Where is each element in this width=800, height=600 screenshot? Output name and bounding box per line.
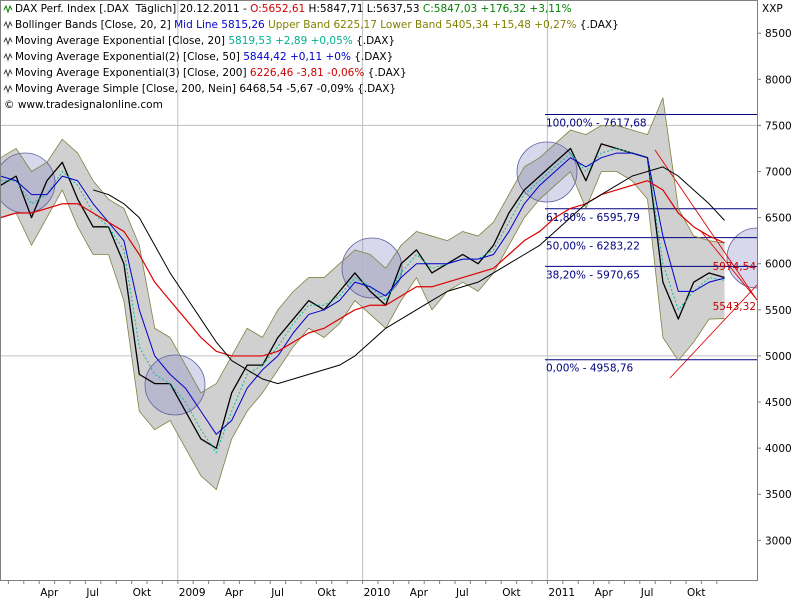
fib-label: 100,00% - 7617,68 [546,118,647,130]
fib-label: 0,00% - 4958,76 [546,363,634,375]
y-tick-label: 4500 [765,397,792,409]
header-segment: Moving Average Exponential [Close, 20] [15,35,228,47]
y-tick-label: 7500 [765,120,792,132]
x-tick-label: Apr [40,587,59,599]
x-tick-label: Jul [85,587,99,599]
fib-label: 50,00% - 6283,22 [546,241,640,253]
header-icon [3,84,13,94]
x-tick-label: Apr [225,587,244,599]
header-icon [3,36,13,46]
header-segment: 5819,53 +2,89 +0,05% [228,35,352,47]
x-tick-label: Okt [317,587,335,599]
series-line [92,166,725,385]
x-tick-label: 2009 [179,587,206,599]
header-segment: {.DAX} [353,35,395,47]
header-segment: Moving Average Simple [Close, 200, Nein] [15,83,239,95]
y-tick-label: 8500 [765,28,792,40]
series-line [0,152,725,435]
header-segment: Moving Average Exponential(2) [Close, 50… [15,51,243,63]
x-tick-label: Okt [502,587,520,599]
annotation-label: 5974,54 [713,261,757,273]
x-tick-label: Jul [455,587,469,599]
highlight-circle [341,237,403,299]
header-segment: C:5847,03 +176,32 +3,11% [423,3,572,15]
plot-frame [0,0,758,581]
header-segment: {.DAX} [364,67,406,79]
y-tick-label: 6500 [765,213,792,225]
x-tick-label: Apr [595,587,614,599]
header-icon [3,52,13,62]
x-tick-label: 2010 [364,587,391,599]
trend-line [654,149,757,301]
header-icon [3,68,13,78]
highlight-circle [144,354,206,416]
x-tick-label: Apr [410,587,429,599]
y-tick-label: 3500 [765,489,792,501]
series-line [0,180,725,357]
fib-label: 61,80% - 6595,79 [546,212,640,224]
header-segment: Moving Average Exponential(3) [Close, 20… [15,67,250,79]
y-tick-label: 5000 [765,351,792,363]
header-segment: {.DAX} [354,83,396,95]
x-tick-label: Okt [687,587,705,599]
header-segment: O:5652,61 [250,3,305,15]
header-segment: © www.tradesignalonline.com [4,99,163,111]
header-icon [3,20,13,30]
y-tick-label: 7000 [765,167,792,179]
series-line [0,147,725,454]
x-tick-label: Jul [640,587,654,599]
unit-label: XXP [762,3,783,15]
trend-line [699,229,757,301]
header-line: Moving Average Exponential [Close, 20] 5… [15,35,395,47]
header-segment: 5844,42 +0,11 +0% [243,51,351,63]
header-segment: 6468,54 -5,67 -0,09% [239,83,353,95]
header-segment: {.DAX} [351,51,393,63]
header-line: Bollinger Bands [Close, 20, 2] Mid Line … [15,19,619,31]
header-segment: Bollinger Bands [Close, 20, 2] [15,19,174,31]
header-segment: 6226,46 -3,81 -0,06% [250,67,364,79]
series-line [0,97,725,394]
x-tick-label: Okt [133,587,151,599]
y-tick-label: 5500 [765,305,792,317]
header-icon [3,4,13,14]
header-segment: H:5847,71 L:5637,53 [305,3,423,15]
y-tick-label: 3000 [765,535,792,547]
header-segment: DAX Perf. Index [.DAX Täglich] 20.12.201… [15,3,250,15]
header-segment: Upper Band 6225,17 Lower Band 5405,34 +1… [265,19,577,31]
annotation-label: 5543,32 [713,301,756,313]
fib-label: 38,20% - 5970,65 [546,269,640,281]
highlight-circle [516,141,578,203]
y-tick-label: 8000 [765,74,792,86]
plot-area: 100,00% - 7617,68 61,80% - 6595,79 50,00% … [0,0,757,580]
header-segment: {.DAX} [576,19,618,31]
header-line: DAX Perf. Index [.DAX Täglich] 20.12.201… [15,3,572,15]
header-line: © www.tradesignalonline.com [4,99,163,111]
header-line: Moving Average Exponential(2) [Close, 50… [15,51,393,63]
x-tick-label: 2011 [548,587,575,599]
header-segment: Mid Line 5815,26 [174,19,265,31]
trend-line [669,284,757,379]
x-tick-label: Jul [270,587,284,599]
y-tick-label: 4000 [765,443,792,455]
header-line: Moving Average Exponential(3) [Close, 20… [15,67,407,79]
y-tick-label: 6000 [765,259,792,271]
header-line: Moving Average Simple [Close, 200, Nein]… [15,83,396,95]
